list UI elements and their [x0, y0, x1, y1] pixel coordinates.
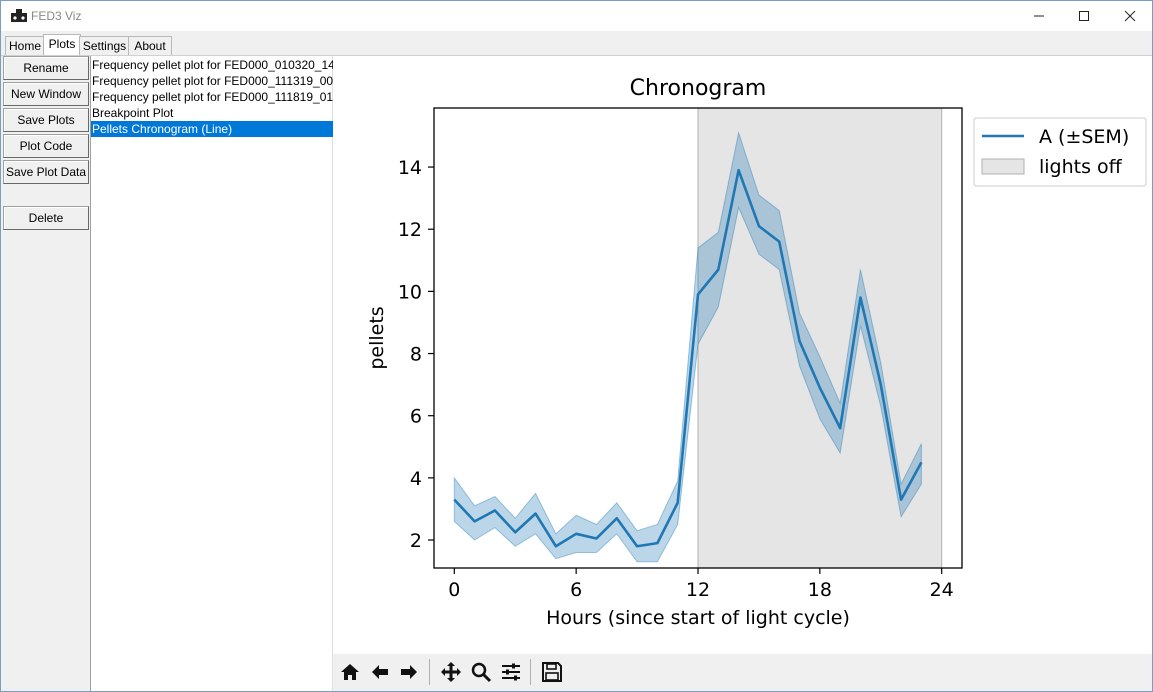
tab-home[interactable]: Home: [5, 36, 45, 56]
legend-entry-lights-off: lights off: [1039, 156, 1123, 178]
configure-subplots-button[interactable]: [496, 657, 525, 686]
home-button[interactable]: [335, 657, 364, 686]
rename-button[interactable]: Rename: [3, 56, 89, 80]
x-tick-label: 0: [448, 579, 460, 601]
pan-button[interactable]: [436, 657, 465, 686]
y-tick-label: 4: [410, 468, 422, 490]
plot-list[interactable]: Frequency pellet plot for FED000_010320_…: [90, 56, 333, 691]
save-plot-data-button[interactable]: Save Plot Data: [3, 160, 89, 184]
back-arrow-icon: [371, 664, 388, 679]
app-icon: [11, 9, 27, 22]
x-tick-label: 24: [930, 579, 954, 601]
save-figure-button[interactable]: [537, 657, 566, 686]
minimize-icon: [1034, 15, 1044, 17]
close-icon: [1124, 10, 1136, 22]
delete-button[interactable]: Delete: [3, 206, 89, 230]
tab-divider: [1, 55, 1152, 56]
save-icon: [541, 661, 562, 682]
list-item[interactable]: Frequency pellet plot for FED000_111319_…: [92, 74, 333, 88]
series-line: [453, 168, 923, 548]
configure-subplots-icon: [501, 663, 520, 680]
maximize-icon: [1079, 11, 1089, 21]
title-bar: FED3 Viz: [1, 1, 1152, 31]
tab-about[interactable]: About: [128, 36, 172, 56]
plot-toolbar: [333, 654, 1152, 691]
y-tick-label: 14: [398, 157, 422, 179]
y-tick-label: 12: [398, 219, 422, 241]
x-axis-label: Hours (since start of light cycle): [546, 607, 850, 629]
legend-region-swatch: [981, 158, 1025, 175]
list-item[interactable]: Breakpoint Plot: [92, 106, 174, 120]
home-icon: [340, 663, 359, 680]
plot-code-button[interactable]: Plot Code: [3, 134, 89, 158]
save-plots-button[interactable]: Save Plots: [3, 108, 89, 132]
list-item[interactable]: Frequency pellet plot for FED000_111819_…: [92, 90, 333, 104]
zoom-button[interactable]: [466, 657, 495, 686]
plot-actions-panel: Rename New Window Save Plots Plot Code S…: [1, 56, 90, 691]
forward-arrow-icon: [400, 664, 417, 679]
back-button[interactable]: [365, 657, 394, 686]
pan-icon: [440, 661, 461, 682]
x-tick-label: 12: [686, 579, 710, 601]
new-window-button[interactable]: New Window: [3, 82, 89, 106]
window-title: FED3 Viz: [31, 9, 82, 23]
close-button[interactable]: [1107, 1, 1153, 31]
chart-title: Chronogram: [630, 76, 767, 101]
x-tick-label: 6: [570, 579, 582, 601]
legend-entry-series: A (±SEM): [1039, 126, 1129, 148]
toolbar-separator: [530, 659, 531, 685]
maximize-button[interactable]: [1061, 1, 1107, 31]
list-item[interactable]: Frequency pellet plot for FED000_010320_…: [92, 58, 333, 72]
list-item-selected[interactable]: Pellets Chronogram (Line): [91, 121, 333, 137]
y-tick-label: 2: [410, 530, 422, 552]
tab-plots[interactable]: Plots: [43, 34, 81, 56]
y-tick-label: 10: [398, 281, 422, 303]
minimize-button[interactable]: [1016, 1, 1062, 31]
zoom-icon: [471, 662, 491, 682]
x-tick-label: 18: [808, 579, 832, 601]
y-tick-label: 6: [410, 406, 422, 428]
toolbar-separator: [429, 659, 430, 685]
y-axis-label: pellets: [366, 306, 388, 369]
tab-settings[interactable]: Settings: [79, 36, 130, 56]
forward-button[interactable]: [394, 657, 423, 686]
y-tick-label: 8: [410, 344, 422, 366]
plot-canvas[interactable]: 0 6 12 18 24 2 4 6 8 10 12 14 Chronogram Hours (since…: [333, 56, 1152, 654]
